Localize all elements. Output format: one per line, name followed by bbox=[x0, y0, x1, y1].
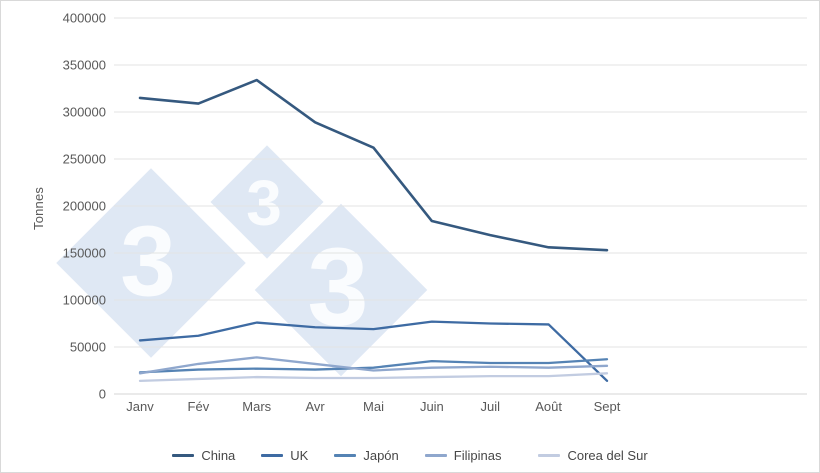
series-line-filipinas bbox=[138, 356, 609, 375]
legend-label: China bbox=[201, 448, 236, 463]
legend-dash-icon bbox=[538, 454, 561, 457]
y-tick-label: 350000 bbox=[63, 58, 106, 73]
watermark-digit: 3 bbox=[307, 226, 368, 349]
x-tick-label-mai: Mai bbox=[363, 399, 384, 414]
series-line-japón bbox=[138, 358, 609, 374]
series-line-china bbox=[138, 78, 609, 252]
y-tick-label: 0 bbox=[99, 387, 106, 402]
y-tick-label: 200000 bbox=[63, 199, 106, 214]
x-tick-label-juil: Juil bbox=[480, 399, 500, 414]
series-line-uk bbox=[138, 320, 609, 382]
x-tick-label-mars: Mars bbox=[242, 399, 271, 414]
watermark-diamond bbox=[254, 203, 428, 377]
legend-label: Japón bbox=[363, 448, 399, 463]
watermark-333-logo: 333 bbox=[56, 145, 428, 377]
x-tick-label-sept: Sept bbox=[594, 399, 621, 414]
watermark-digit: 3 bbox=[246, 167, 282, 239]
y-tick-label: 100000 bbox=[63, 293, 106, 308]
x-tick-label-fév: Fév bbox=[188, 399, 210, 414]
y-tick-label: 150000 bbox=[63, 246, 106, 261]
y-tick-label: 50000 bbox=[70, 340, 106, 355]
legend-label: Filipinas bbox=[453, 448, 502, 463]
x-axis-tick-labels: Janv Fév Mars Avr Mai Juin Juil Août Sept bbox=[126, 399, 620, 414]
legend-dash-icon bbox=[334, 454, 357, 457]
legend-item-china: China bbox=[172, 448, 235, 463]
legend-item-uk: UK bbox=[261, 448, 308, 463]
y-axis-tick-labels: 0 50000 100000 150000 200000 250000 300000 3500… bbox=[63, 11, 106, 402]
x-tick-label-août: Août bbox=[535, 399, 562, 414]
x-tick-label-juin: Juin bbox=[420, 399, 444, 414]
y-tick-label: 400000 bbox=[63, 11, 106, 26]
legend-dash-icon bbox=[261, 454, 284, 457]
legend-dash-icon bbox=[424, 454, 447, 457]
x-tick-label-janv: Janv bbox=[126, 399, 154, 414]
watermark-digit: 3 bbox=[120, 205, 176, 317]
legend-item-filipinas: Filipinas bbox=[424, 448, 502, 463]
legend-label: UK bbox=[290, 448, 309, 463]
gridlines bbox=[114, 17, 807, 395]
legend-dash-icon bbox=[172, 454, 195, 457]
watermark-diamond bbox=[210, 145, 324, 259]
legend-item-japón: Japón bbox=[334, 448, 399, 463]
legend-label: Corea del Sur bbox=[567, 448, 648, 463]
y-tick-label: 250000 bbox=[63, 152, 106, 167]
series-line-corea-del-sur bbox=[138, 372, 609, 382]
y-tick-label: 300000 bbox=[63, 105, 106, 120]
legend: China UK Japón Filipinas Corea del Sur bbox=[1, 448, 819, 463]
x-tick-label-avr: Avr bbox=[305, 399, 325, 414]
legend-item-corea-del-sur: Corea del Sur bbox=[538, 448, 648, 463]
